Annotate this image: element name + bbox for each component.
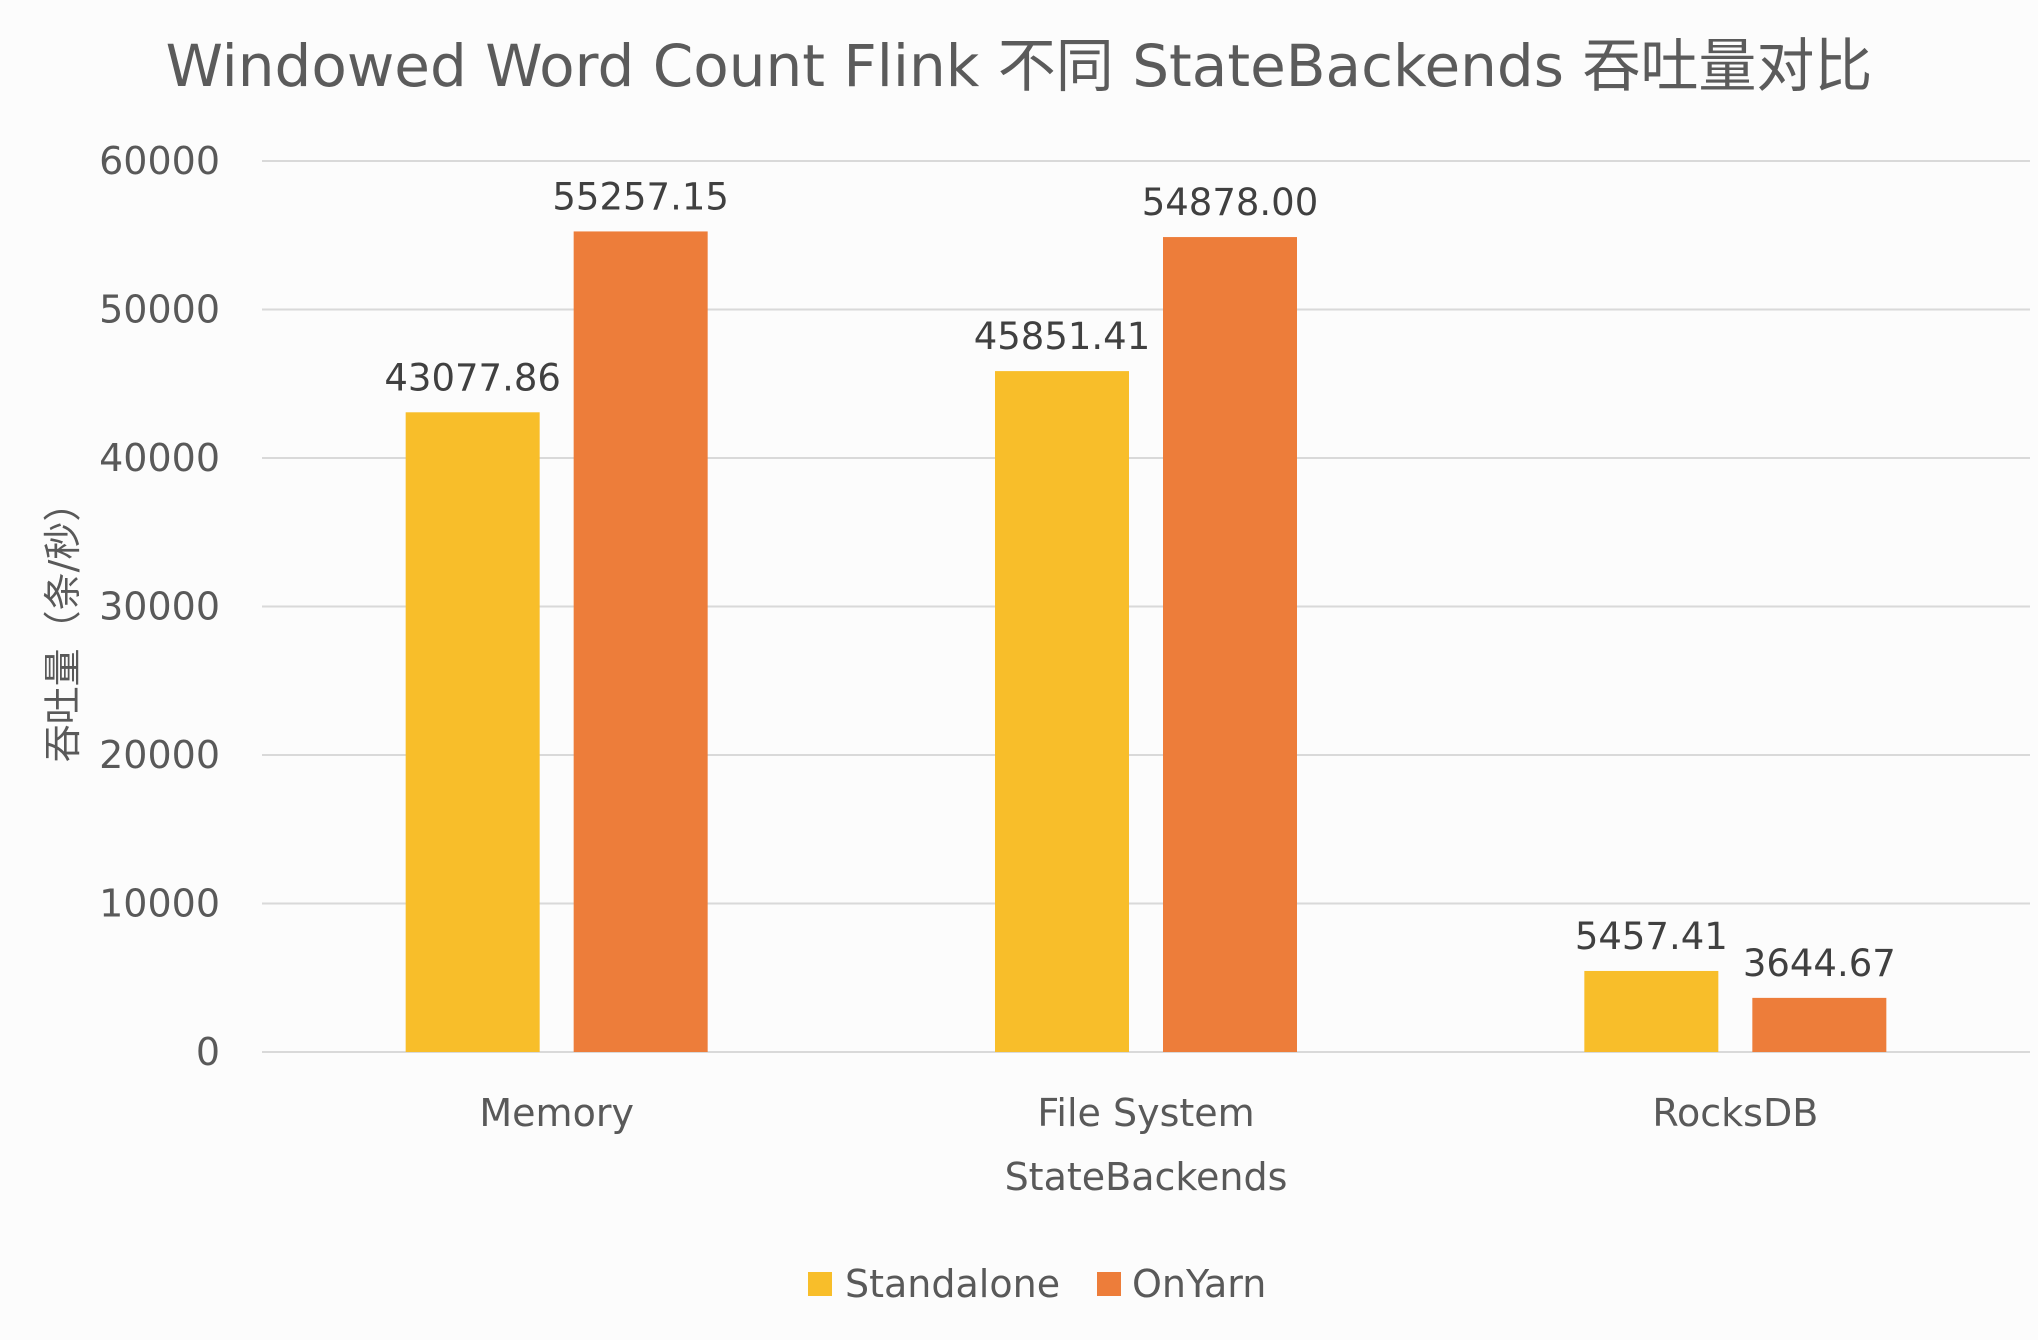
data-label: 45851.41 bbox=[974, 315, 1151, 358]
bar bbox=[405, 412, 540, 1052]
legend-label: Standalone bbox=[845, 1262, 1060, 1306]
y-tick-label: 0 bbox=[196, 1030, 220, 1074]
data-label: 5457.41 bbox=[1575, 915, 1728, 958]
x-tick-label: RocksDB bbox=[1652, 1091, 1818, 1135]
y-tick-label: 20000 bbox=[99, 733, 220, 777]
data-label: 3644.67 bbox=[1743, 942, 1896, 985]
x-tick-label: File System bbox=[1037, 1091, 1254, 1135]
y-tick-label: 50000 bbox=[99, 288, 220, 332]
data-label: 43077.86 bbox=[384, 356, 561, 399]
x-tick-label: Memory bbox=[479, 1091, 634, 1135]
legend-label: OnYarn bbox=[1132, 1262, 1266, 1306]
legend-swatch bbox=[808, 1272, 832, 1296]
data-label: 54878.00 bbox=[1142, 181, 1319, 224]
legend-swatch bbox=[1097, 1272, 1121, 1296]
y-axis-ticks: 0 10000 20000 30000 40000 50000 60000 bbox=[99, 139, 220, 1074]
y-tick-label: 60000 bbox=[99, 139, 220, 183]
legend: Standalone OnYarn bbox=[808, 1262, 1266, 1306]
x-axis-categories: Memory File System RocksDB bbox=[479, 1091, 1818, 1135]
chart-title: Windowed Word Count Flink 不同 StateBacken… bbox=[166, 32, 1873, 100]
y-axis-title: 吞吐量（条/秒） bbox=[41, 484, 85, 763]
data-label: 55257.15 bbox=[552, 175, 729, 218]
bar bbox=[1584, 970, 1719, 1052]
gridlines bbox=[262, 160, 2030, 1053]
data-labels: 43077.86 55257.15 45851.41 54878.00 5457.41 3… bbox=[384, 175, 1895, 984]
bar bbox=[1752, 997, 1887, 1052]
y-tick-label: 30000 bbox=[99, 585, 220, 629]
y-tick-label: 40000 bbox=[99, 436, 220, 480]
bar bbox=[573, 231, 708, 1052]
x-axis-title: StateBackends bbox=[1005, 1155, 1288, 1199]
bar bbox=[1163, 237, 1297, 1052]
bar bbox=[995, 371, 1129, 1052]
y-tick-label: 10000 bbox=[99, 882, 220, 926]
bars bbox=[405, 231, 1887, 1052]
